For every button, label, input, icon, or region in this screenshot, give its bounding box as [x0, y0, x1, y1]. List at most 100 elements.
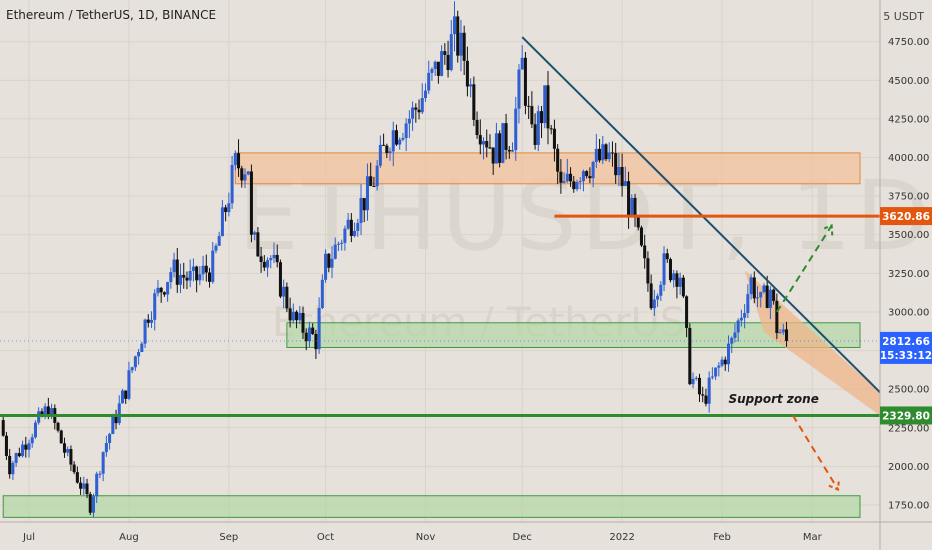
candle-body: [37, 411, 41, 423]
candle-body: [398, 139, 402, 145]
candle-body: [124, 390, 128, 399]
candle-body: [50, 408, 54, 417]
candle-body: [675, 273, 679, 287]
candle-body: [456, 16, 460, 56]
candle-body: [681, 277, 685, 297]
candle-body: [156, 287, 160, 294]
candle-body: [649, 283, 653, 309]
candle-body: [375, 165, 379, 187]
candle-body: [749, 277, 753, 295]
candle-body: [356, 222, 360, 231]
support-level-badge: [880, 406, 932, 425]
candle-body: [246, 171, 250, 175]
candle-body: [549, 128, 553, 130]
candle-body: [153, 293, 157, 320]
candle-body: [285, 286, 289, 309]
candle-body: [385, 145, 389, 154]
candle-body: [762, 285, 766, 293]
candle-body: [133, 356, 137, 368]
candle-body: [485, 141, 489, 148]
x-tick-label: Sep: [219, 532, 238, 543]
candle-body: [46, 406, 50, 417]
candle-body: [143, 319, 147, 344]
resistance-level-badge: [880, 207, 932, 226]
candle-body: [678, 277, 682, 287]
candle-body: [233, 153, 237, 166]
candle-body: [95, 473, 99, 497]
candle-body: [288, 308, 292, 321]
candle-body: [417, 109, 421, 113]
candle-body: [620, 167, 624, 186]
candle-body: [275, 254, 279, 263]
candle-body: [643, 245, 647, 259]
overlay-layer: Support zone: [0, 36, 881, 492]
candle-body: [594, 148, 598, 162]
y-tick-label: 2250.00: [888, 423, 929, 434]
candle-body: [617, 167, 621, 176]
y-tick-label: 2000.00: [888, 462, 929, 473]
candle-body: [88, 494, 92, 513]
candle-body: [237, 153, 241, 169]
candle-body: [101, 452, 105, 474]
candle-body: [449, 34, 453, 70]
candle-body: [423, 90, 428, 99]
candle-body: [627, 181, 631, 216]
candle-body: [772, 289, 776, 301]
candle-body: [291, 311, 295, 321]
candle-body: [127, 370, 131, 399]
candle-body: [639, 227, 643, 246]
bearish-projection: [792, 414, 839, 491]
candle-body: [704, 395, 708, 404]
candle-body: [340, 242, 344, 244]
countdown-label: 15:33:12: [880, 350, 932, 362]
candle-body: [726, 343, 731, 365]
candle-body: [765, 285, 769, 308]
candle-body: [598, 148, 602, 161]
candle-body: [707, 377, 711, 404]
candle-body: [317, 308, 321, 350]
support-zone-annotation: Support zone: [728, 392, 818, 406]
candle-body: [523, 57, 527, 106]
bullish-projection-arrowhead: [821, 224, 834, 236]
candle-body: [446, 54, 450, 70]
candle-body: [295, 311, 299, 321]
candle-body: [652, 299, 656, 309]
candle-body: [166, 282, 170, 295]
candle-body: [208, 272, 212, 282]
candle-body: [75, 472, 79, 483]
candle-body: [91, 496, 95, 513]
candle-body: [333, 244, 337, 259]
candle-body: [304, 332, 308, 342]
candle-body: [27, 443, 31, 450]
candle-body: [201, 265, 205, 275]
candle-body: [320, 279, 324, 309]
candle-body: [491, 147, 495, 164]
lower-support-zone: [2, 495, 861, 518]
y-tick-label: 4250.00: [888, 114, 929, 125]
resistance-zone: [234, 152, 861, 185]
y-tick-label: 4000.00: [888, 153, 929, 164]
candle-body: [14, 453, 18, 463]
candle-body: [475, 119, 479, 136]
x-tick-label: Mar: [803, 532, 823, 543]
candle-body: [146, 319, 150, 323]
candle-body: [710, 376, 714, 378]
symbol-title: Ethereum / TetherUS, 1D, BINANCE: [6, 8, 217, 22]
candle-body: [98, 473, 102, 475]
candle-body: [433, 61, 437, 70]
candle-body: [546, 85, 550, 129]
candle-body: [633, 197, 637, 218]
candle-body: [43, 406, 47, 416]
resistance-level-badge-label: 3620.86: [882, 211, 930, 223]
candle-body: [227, 203, 231, 213]
candle-body: [575, 182, 579, 190]
candle-body: [511, 150, 515, 152]
candle-body: [259, 256, 263, 262]
candle-body: [220, 207, 224, 237]
candle-body: [436, 61, 440, 76]
candle-body: [733, 332, 737, 338]
candle-body: [578, 181, 582, 183]
candle-body: [494, 133, 498, 164]
candle-body: [40, 411, 44, 416]
candle-body: [778, 332, 782, 334]
